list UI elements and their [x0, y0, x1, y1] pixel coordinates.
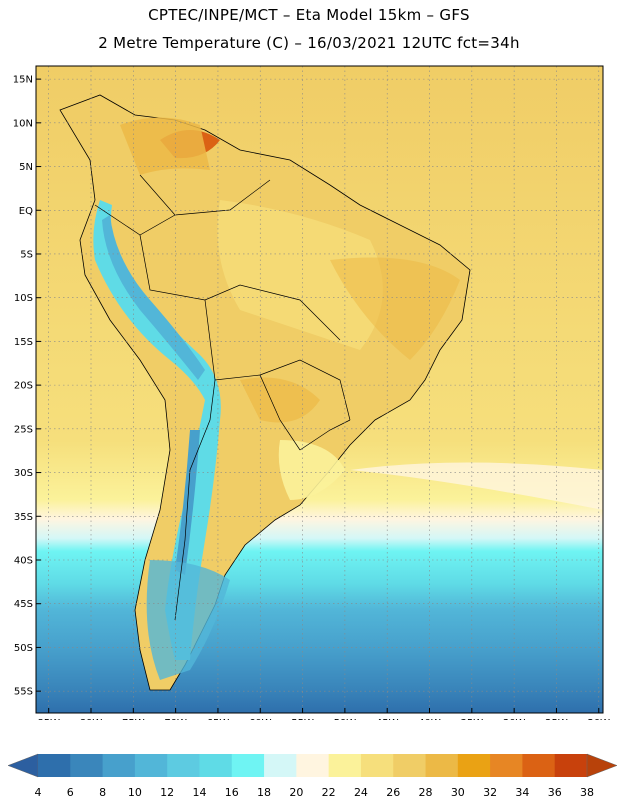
map-title-line2: 2 Metre Temperature (C) – 16/03/2021 12U… [98, 34, 520, 52]
colorbar-tick-label: 22 [322, 786, 336, 799]
latitude-label: 15S [14, 337, 33, 348]
colorbar-segment [231, 754, 265, 777]
colorbar-tick-label: 4 [35, 786, 42, 799]
longitude-label: 75W [122, 718, 145, 720]
colorbar-tick-label: 6 [67, 786, 74, 799]
colorbar-segment [134, 754, 168, 777]
colorbar-segment [360, 754, 394, 777]
map-field [36, 66, 603, 713]
graticule [36, 66, 603, 713]
colorbar-segment [167, 754, 200, 777]
colorbar-tick-label: 20 [289, 786, 303, 799]
colorbar-under-arrow [7, 753, 39, 778]
colorbar-segment [328, 754, 362, 777]
longitude-label: 25W [545, 718, 568, 720]
longitude-label: 45W [376, 718, 399, 720]
colorbar-segment [554, 754, 588, 777]
colorbar-segment [38, 754, 71, 777]
latitude-label: 10S [14, 293, 33, 304]
colorbar-segment [199, 754, 233, 777]
country-borders [94, 174, 351, 621]
latitude-label: 35S [14, 512, 33, 523]
colorbar-segment [393, 754, 426, 777]
colorbar-over-arrow [586, 753, 618, 778]
andes-cold-band [93, 200, 221, 660]
colorbar-tick-label: 32 [483, 786, 497, 799]
longitude-label: 80W [80, 718, 103, 720]
latitude-label: 15N [13, 75, 33, 86]
longitude-label: 70W [164, 718, 187, 720]
longitude-label: 60W [249, 718, 272, 720]
colorbar-tick-label: 16 [225, 786, 239, 799]
map-title-line1: CPTEC/INPE/MCT – Eta Model 15km – GFS [148, 6, 470, 24]
latitude-label: 45S [14, 599, 33, 610]
latitude-label: 40S [14, 555, 33, 566]
latitude-label: 55S [14, 687, 33, 698]
map-frame [35, 65, 604, 714]
latitude-label: 50S [14, 643, 33, 654]
longitude-label: 85W [37, 718, 60, 720]
colorbar-segment [264, 754, 297, 777]
colorbar-tick-label: 14 [192, 786, 206, 799]
colorbar-tick-label: 26 [386, 786, 400, 799]
colorbar-segment [490, 754, 523, 777]
longitude-label: 35W [461, 718, 484, 720]
latitude-label: 5N [19, 162, 33, 173]
latitude-label: EQ [19, 206, 33, 217]
colorbar-segment [522, 754, 556, 777]
colorbar-tick-label: 24 [354, 786, 368, 799]
latitude-label: 30S [14, 468, 33, 479]
colorbar-tick-label: 10 [128, 786, 142, 799]
colorbar-segment [70, 754, 103, 777]
colorbar-segment [102, 754, 136, 777]
colorbar-tick-label: 8 [99, 786, 106, 799]
colorbar-group: 4 6 8 10 12 14 16 18 20 22 24 26 28 30 32 34 36 38 [7, 753, 618, 799]
colorbar-tick-label: 18 [257, 786, 271, 799]
colorbar-tick-label: 28 [419, 786, 433, 799]
latitude-label: 10N [13, 118, 33, 129]
colorbar-segment [425, 754, 459, 777]
latitude-label: 25S [14, 424, 33, 435]
colorbar-tick-label: 12 [160, 786, 174, 799]
colorbar-tick-label: 34 [515, 786, 529, 799]
latitude-label: 20S [14, 381, 33, 392]
latitude-label: 5S [20, 249, 33, 260]
colorbar-tick-label: 38 [580, 786, 594, 799]
longitude-label: 65W [207, 718, 230, 720]
latitude-labels: 15N 10N 5N EQ 5S 10S 15S 20S 25S 30S 35S 40S 45S 50S 5… [13, 75, 41, 698]
longitude-label: 30W [503, 718, 526, 720]
longitude-labels: 85W 80W 75W 70W 65W 60W 55W 50W 45W 40W 35W 30W 25W 2… [37, 708, 610, 720]
longitude-label: 50W [334, 718, 357, 720]
temperature-map: 15N 10N 5N EQ 5S 10S 15S 20S 25S 30S 35S 40S 45S 50S 5… [13, 65, 610, 720]
colorbar-tick-label: 36 [548, 786, 562, 799]
colorbar-segment [457, 754, 491, 777]
colorbar-tick-label: 30 [451, 786, 465, 799]
longitude-label: 55W [291, 718, 314, 720]
longitude-label: 40W [418, 718, 441, 720]
longitude-label: 20W [587, 718, 610, 720]
colorbar-segment [296, 754, 330, 777]
